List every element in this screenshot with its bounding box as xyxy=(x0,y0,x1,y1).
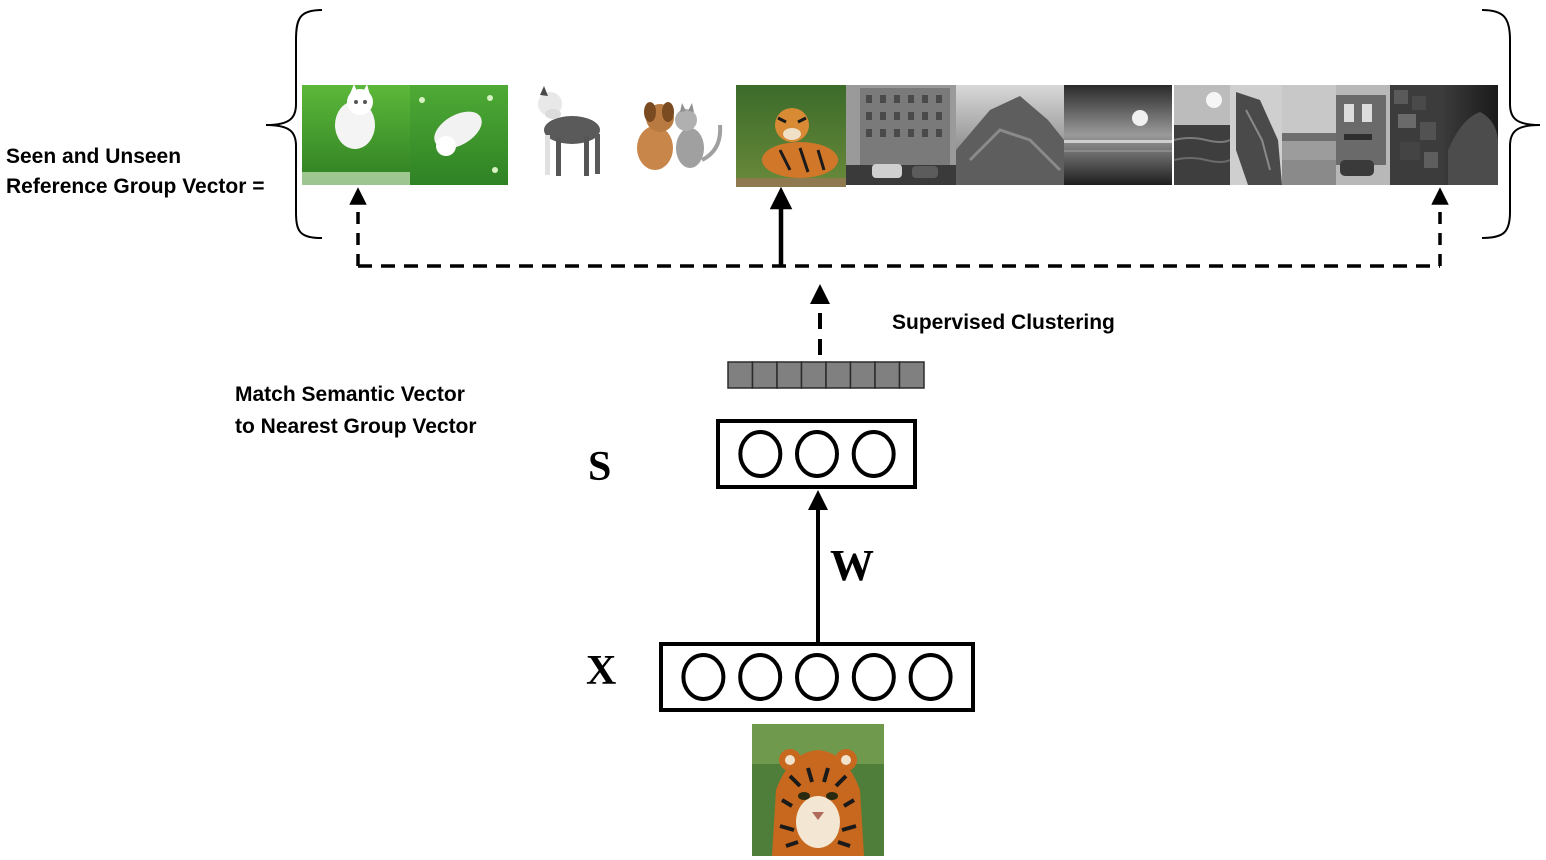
pit-bull-dog-thumbnail xyxy=(520,85,618,185)
supervised-clustering-label: Supervised Clustering xyxy=(892,311,1115,334)
right-curly-brace xyxy=(1481,9,1541,239)
group-vector-cell xyxy=(874,361,901,389)
beach-grayscale-thumbnail xyxy=(1282,85,1336,185)
left-curly-brace xyxy=(265,9,323,239)
neuron-unit xyxy=(738,430,783,478)
tiger-lying-thumbnail xyxy=(736,85,846,187)
neuron-unit xyxy=(795,653,839,701)
group-vector-cell xyxy=(751,361,778,389)
input-layer-label: X xyxy=(586,648,616,694)
ocean-grayscale-thumbnail xyxy=(1173,85,1231,185)
dark-rock-grayscale-thumbnail xyxy=(1444,85,1498,185)
neuron-unit xyxy=(908,653,953,701)
group-vector-cell xyxy=(849,361,876,389)
neuron-unit xyxy=(681,653,726,701)
neuron-unit xyxy=(851,430,896,478)
rock-cliff-grayscale-thumbnail xyxy=(1230,85,1282,185)
street-buildings-grayscale-thumbnail xyxy=(846,85,956,185)
match-label-line2: to Nearest Group Vector xyxy=(235,415,477,438)
group-vector-cell xyxy=(776,361,803,389)
group-vector-cell xyxy=(727,361,754,389)
group-vector-bar xyxy=(727,361,925,389)
input-units xyxy=(681,653,953,701)
white-kitten-jumping-thumbnail xyxy=(410,85,508,185)
white-kitten-on-grass-thumbnail xyxy=(302,84,410,185)
group-vector-cell xyxy=(825,361,852,389)
rocky-hill-grayscale-thumbnail xyxy=(956,85,1064,185)
reference-group-label-line2: Reference Group Vector = xyxy=(6,175,265,198)
weights-label: W xyxy=(830,541,874,590)
neuron-unit xyxy=(738,653,783,701)
reference-images-strip xyxy=(302,84,1498,187)
group-match-connectors xyxy=(349,186,1449,355)
group-vector-cell xyxy=(898,361,925,389)
reference-group-label-line1: Seen and Unseen xyxy=(6,145,182,168)
input-tiger-face-image xyxy=(752,724,884,856)
neuron-unit xyxy=(851,653,896,701)
semantic-layer-label: S xyxy=(588,444,611,490)
semantic-units xyxy=(738,430,896,478)
puppy-and-cat-thumbnail xyxy=(626,85,730,185)
neuron-unit xyxy=(795,430,839,478)
match-label-line1: Match Semantic Vector xyxy=(235,383,465,406)
sunset-sea-grayscale-thumbnail xyxy=(1064,85,1172,185)
storefront-street-grayscale-thumbnail xyxy=(1336,85,1390,185)
blurry-texture-grayscale-thumbnail xyxy=(1390,85,1444,185)
group-vector-cell xyxy=(800,361,827,389)
